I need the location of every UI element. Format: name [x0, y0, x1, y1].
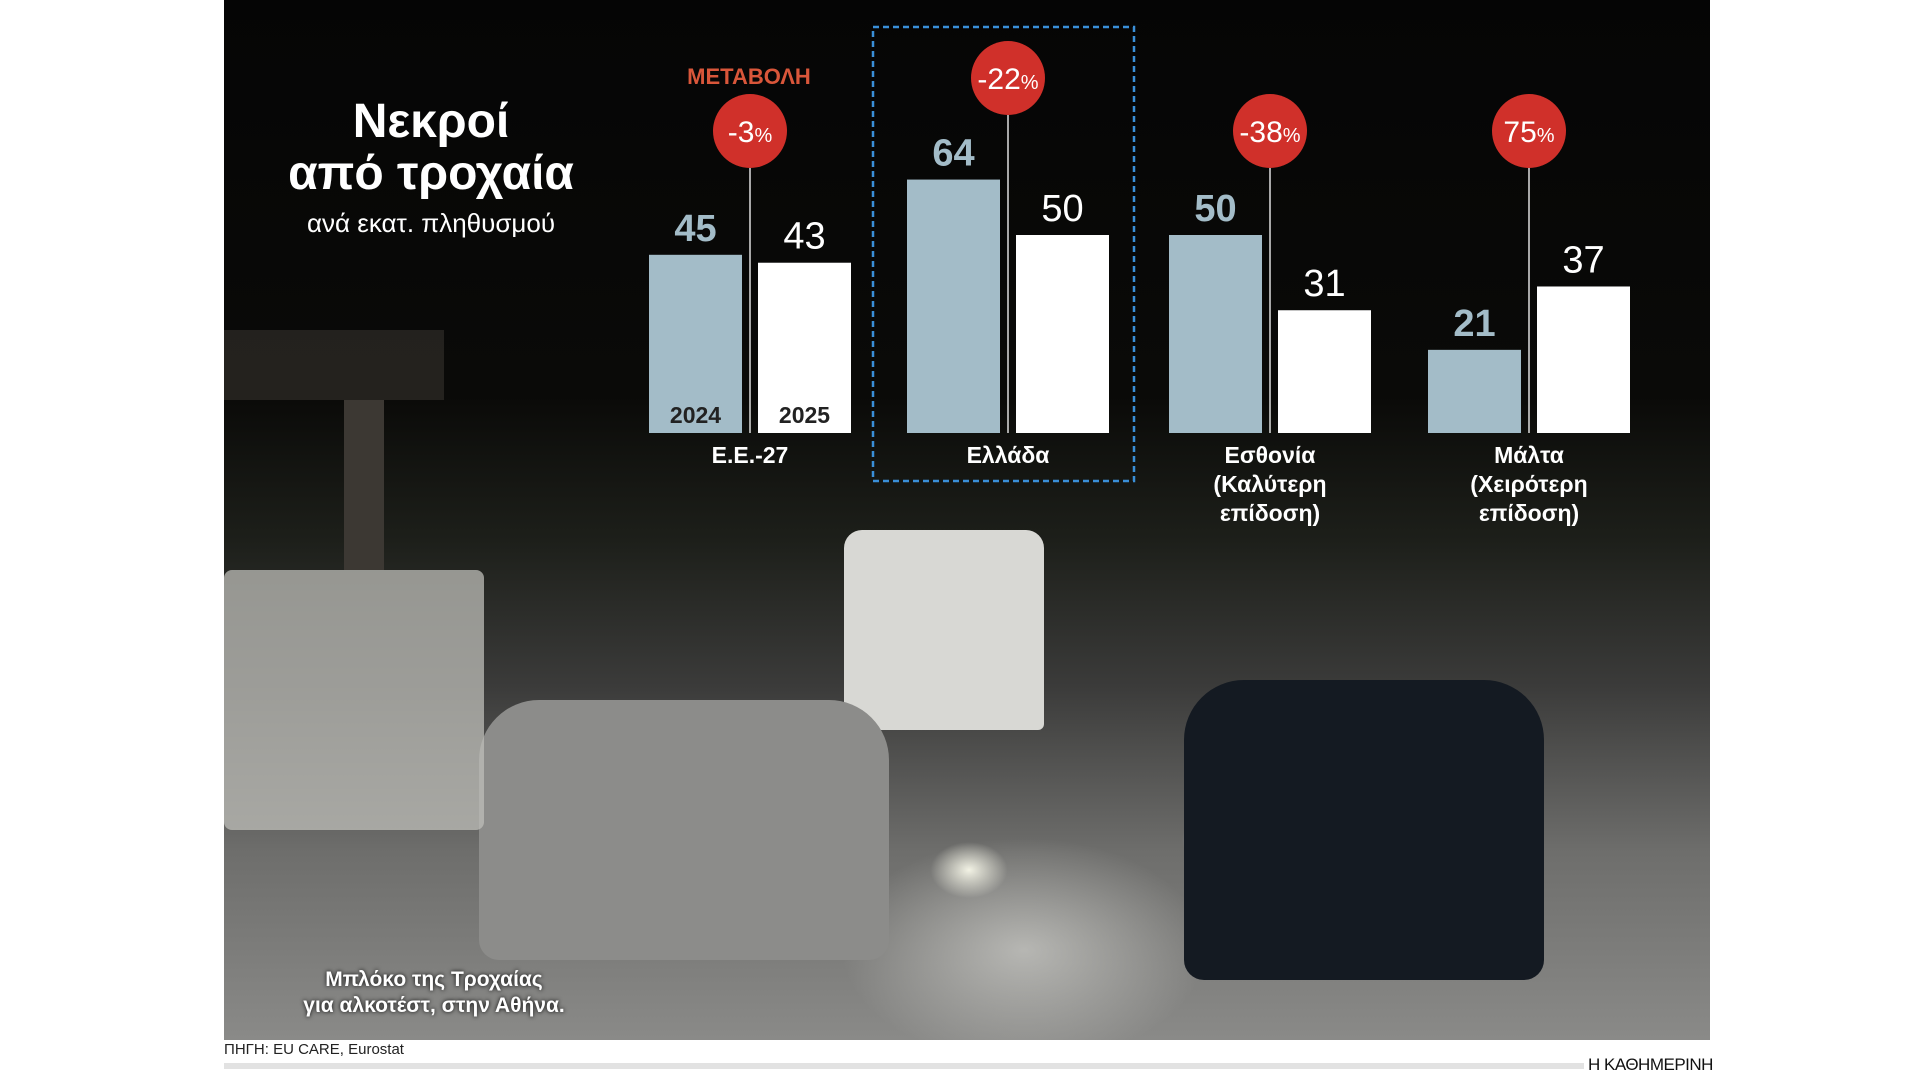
change-number: -22	[977, 63, 1020, 96]
value-label-2025: 43	[783, 216, 825, 258]
bar-2024	[649, 254, 742, 433]
source-note: ΠΗΓΗ: EU CARE, Eurostat	[224, 1041, 404, 1058]
chart-title-line2: από τροχαία	[288, 147, 574, 200]
category-label: Ε.Ε.-27	[712, 442, 789, 468]
photo-car-right	[1184, 680, 1544, 980]
year-label-2025: 2025	[779, 402, 830, 428]
change-value: 75%	[1503, 116, 1554, 149]
change-bubble	[713, 94, 787, 168]
change-number: -38	[1239, 116, 1282, 149]
highlight-box	[871, 25, 1136, 483]
category-label: επίδοση)	[1479, 500, 1579, 526]
value-label-2025: 50	[1041, 188, 1083, 230]
change-label: ΜΕΤΑΒΟΛΗ	[687, 64, 811, 89]
percent-sign: %	[754, 125, 772, 147]
value-label-2025: 31	[1303, 263, 1345, 305]
footer-divider	[224, 1063, 1584, 1069]
photo-van	[844, 530, 1044, 730]
photo-caption-line1: Μπλόκο της Τροχαίας	[325, 968, 543, 991]
bar-chart: -3% 45 43 2024 2025 Ε.Ε.-27 -22% 64 50 Ελλάδα -38%…	[649, 25, 1630, 526]
change-bubble	[1233, 94, 1307, 168]
change-bubble	[971, 41, 1045, 115]
bar-2024	[907, 179, 1000, 433]
photo-car-left	[479, 700, 889, 960]
percent-sign: %	[1021, 72, 1039, 94]
percent-sign: %	[1283, 125, 1301, 147]
year-label-2024: 2024	[670, 402, 721, 428]
chart-subtitle: ανά εκατ. πληθυσμού	[306, 208, 556, 238]
value-label-2024: 50	[1194, 188, 1236, 230]
value-label-2024: 64	[932, 133, 974, 175]
change-number: -3	[728, 116, 755, 149]
percent-sign: %	[1537, 125, 1555, 147]
change-bubble	[1492, 94, 1566, 168]
chart-title-line1: Νεκροί	[352, 95, 510, 148]
photo-overpass	[224, 330, 444, 400]
category-label: (Χειρότερη	[1470, 471, 1587, 497]
change-value: -22%	[977, 63, 1038, 96]
category-label: επίδοση)	[1220, 500, 1320, 526]
photo-pillar	[344, 400, 384, 570]
bar-2025	[758, 262, 851, 433]
change-value: -38%	[1239, 116, 1300, 149]
publisher-logo: Η ΚΑΘΗΜΕΡΙΝΗ	[1588, 1055, 1713, 1074]
bar-2025	[1278, 310, 1371, 433]
value-label-2025: 37	[1562, 239, 1604, 281]
chart-panel: Νεκροί από τροχαία ανά εκατ. πληθυσμού Μ…	[224, 0, 1710, 1040]
bar-2024	[1169, 235, 1262, 433]
photo-caption-line2: για αλκοτέστ, στην Αθήνα.	[303, 994, 565, 1017]
bar-2025	[1016, 235, 1109, 433]
category-label: Μάλτα	[1494, 442, 1564, 468]
value-label-2024: 45	[674, 208, 716, 250]
value-label-2024: 21	[1453, 303, 1495, 345]
bar-2025	[1537, 286, 1630, 433]
category-label: (Καλύτερη	[1213, 471, 1326, 497]
bar-2024	[1428, 349, 1521, 433]
change-number: 75	[1503, 116, 1536, 149]
category-label: Εσθονία	[1225, 442, 1316, 468]
category-label: Ελλάδα	[967, 442, 1050, 468]
change-value: -3%	[728, 116, 773, 149]
photo-truck	[224, 570, 484, 830]
